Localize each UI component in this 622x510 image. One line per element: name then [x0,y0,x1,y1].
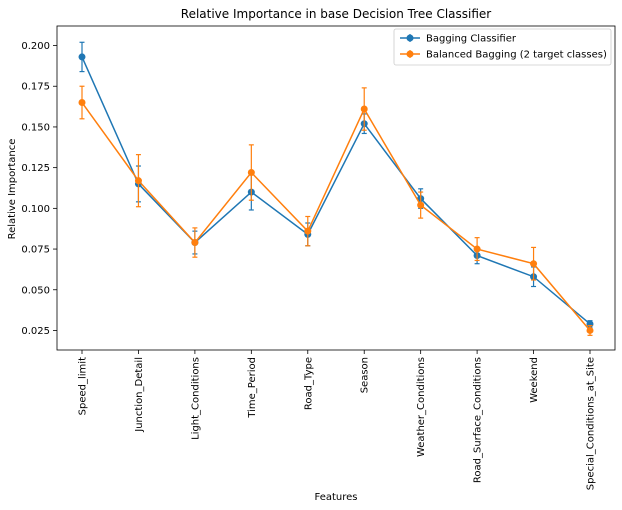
y-tick-label: 0.100 [21,204,50,215]
x-axis-label: Features [315,492,358,503]
data-point [304,227,312,235]
data-point [530,260,538,268]
data-point [78,99,86,107]
x-tick-label: Weekend [529,357,540,403]
plot-frame [56,25,616,351]
data-point [417,201,425,209]
y-tick-label: 0.025 [21,326,50,337]
plot-area: 0.025 0.050 0.075 0.100 0.125 0.150 0.175 0.200… [21,25,616,490]
x-tick-label: Weather_Conditions [416,357,427,457]
data-point [78,53,86,61]
data-point [191,239,199,247]
data-point [247,169,255,177]
y-tick-label: 0.200 [21,41,50,52]
data-point [134,177,142,185]
x-tick-label: Time_Period [247,357,258,419]
y-tick-label: 0.175 [21,82,50,93]
data-point [473,245,481,253]
y-tick-label: 0.125 [21,163,50,174]
x-tick-label: Road_Surface_Conditions [473,357,484,483]
data-point [586,326,594,334]
series-line-0 [81,56,591,325]
chart-title: Relative Importance in base Decision Tre… [181,7,492,21]
x-tick-label: Season [360,357,371,393]
legend-box [393,28,612,66]
x-tick-label: Junction_Detail [134,357,145,433]
x-tick-label: Speed_limit [78,357,89,415]
x-tick-label: Road_Type [303,357,314,410]
y-axis-label: Relative Importance [7,139,18,240]
legend-swatch-marker [406,34,414,42]
legend-label: Balanced Bagging (2 target classes) [426,50,607,61]
legend-label: Bagging Classifier [426,34,517,45]
series-line-1 [81,102,591,331]
data-point [360,105,368,113]
y-tick-label: 0.050 [21,285,50,296]
legend-swatch-marker [406,50,414,58]
y-tick-label: 0.075 [21,245,50,256]
x-tick-label: Special_Conditions_at_Site [586,357,597,490]
x-tick-label: Light_Conditions [190,357,201,440]
y-tick-label: 0.150 [21,122,50,133]
